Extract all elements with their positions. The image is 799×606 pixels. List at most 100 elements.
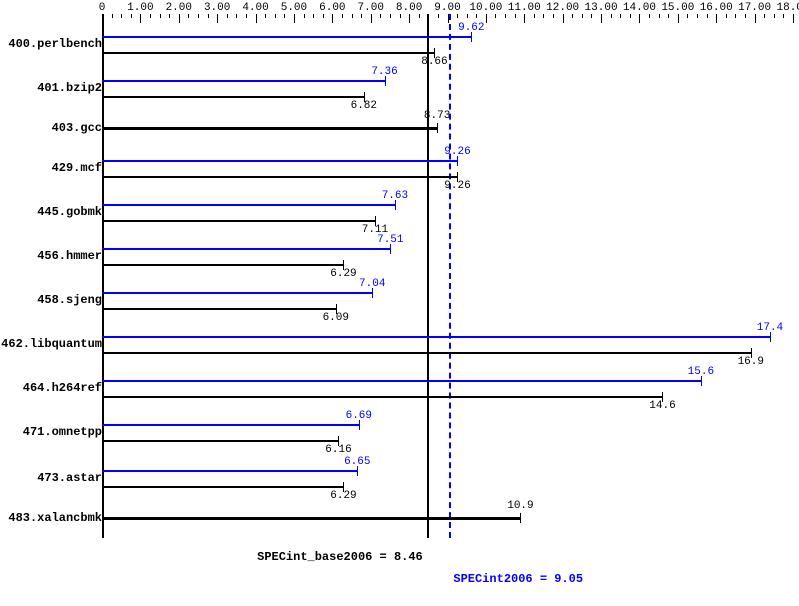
bar-cap — [520, 513, 521, 523]
axis-tick-minor — [630, 14, 631, 18]
mean-base-line — [427, 14, 429, 538]
axis-tick-minor — [534, 14, 535, 18]
bar-peak — [102, 36, 471, 38]
axis-tick-major — [639, 14, 640, 23]
axis-tick-minor — [361, 14, 362, 18]
value-peak: 7.51 — [377, 234, 403, 246]
axis-tick-minor — [419, 14, 420, 18]
axis-tick-minor — [620, 14, 621, 18]
axis-tick-label: 6.00 — [319, 2, 345, 14]
axis-tick-major — [524, 14, 525, 23]
axis-tick-minor — [150, 14, 151, 18]
axis-tick-minor — [352, 14, 353, 18]
value-base: 8.66 — [421, 56, 447, 68]
axis-tick-minor — [160, 14, 161, 18]
axis-tick-label: 3.00 — [204, 2, 230, 14]
bar-cap — [437, 123, 438, 133]
axis-tick-minor — [323, 14, 324, 18]
bar-single — [102, 127, 437, 130]
bar-base — [102, 352, 751, 354]
axis-tick-label: 4.00 — [242, 2, 268, 14]
y-axis-line — [102, 14, 104, 538]
value-label: 8.73 — [424, 110, 450, 122]
value-base: 6.09 — [323, 312, 349, 324]
axis-tick-major — [486, 14, 487, 23]
axis-tick-minor — [438, 14, 439, 18]
bar-peak — [102, 470, 357, 472]
bench-label: 400.perlbench — [8, 37, 102, 51]
value-base: 6.29 — [330, 268, 356, 280]
axis-tick-minor — [121, 14, 122, 18]
axis-tick-minor — [495, 14, 496, 18]
bar-peak — [102, 336, 770, 338]
axis-tick-minor — [783, 14, 784, 18]
axis-tick-label: 7.00 — [358, 2, 384, 14]
axis-tick-label: 17.00 — [738, 2, 771, 14]
axis-tick-minor — [553, 14, 554, 18]
bench-label: 429.mcf — [52, 161, 102, 175]
value-peak: 6.69 — [346, 410, 372, 422]
axis-tick-major — [256, 14, 257, 23]
axis-tick-label: 10.00 — [469, 2, 502, 14]
bar-peak — [102, 292, 372, 294]
bar-base — [102, 96, 364, 98]
mean-peak-label: SPECint2006 = 9.05 — [453, 572, 583, 586]
axis-tick-minor — [697, 14, 698, 18]
value-peak: 6.65 — [344, 456, 370, 468]
axis-tick-major — [409, 14, 410, 23]
axis-tick-label: 15.00 — [661, 2, 694, 14]
axis-tick-minor — [764, 14, 765, 18]
axis-tick-label: 5.00 — [281, 2, 307, 14]
axis-tick-minor — [284, 14, 285, 18]
axis-tick-minor — [687, 14, 688, 18]
value-base: 14.6 — [649, 400, 675, 412]
axis-tick-major — [716, 14, 717, 23]
axis-tick-minor — [400, 14, 401, 18]
bar-base — [102, 486, 343, 488]
value-peak: 9.26 — [444, 146, 470, 158]
axis-tick-minor — [476, 14, 477, 18]
axis-tick-minor — [745, 14, 746, 18]
axis-tick-minor — [649, 14, 650, 18]
bar-base — [102, 440, 338, 442]
axis-tick-minor — [313, 14, 314, 18]
axis-tick-major — [755, 14, 756, 23]
axis-tick-label: 11.00 — [508, 2, 541, 14]
axis-tick-minor — [659, 14, 660, 18]
value-base: 6.29 — [330, 490, 356, 502]
axis-tick-minor — [112, 14, 113, 18]
value-peak: 15.6 — [688, 366, 714, 378]
axis-tick-major — [179, 14, 180, 23]
axis-tick-minor — [131, 14, 132, 18]
axis-tick-minor — [265, 14, 266, 18]
axis-tick-minor — [236, 14, 237, 18]
bar-peak — [102, 160, 457, 162]
specint-chart: 01.002.003.004.005.006.007.008.009.0010.… — [0, 0, 799, 606]
axis-tick-minor — [582, 14, 583, 18]
axis-tick-minor — [774, 14, 775, 18]
axis-tick-label: 12.00 — [546, 2, 579, 14]
axis-tick-minor — [208, 14, 209, 18]
bench-label: 403.gcc — [52, 121, 102, 135]
axis-tick-minor — [543, 14, 544, 18]
axis-tick-minor — [735, 14, 736, 18]
bench-label: 471.omnetpp — [23, 425, 102, 439]
value-peak: 17.4 — [757, 322, 783, 334]
bar-base — [102, 308, 336, 310]
axis-tick-label: 1.00 — [127, 2, 153, 14]
axis-tick-label: 8.00 — [396, 2, 422, 14]
axis-tick-label: 14.00 — [623, 2, 656, 14]
axis-tick-minor — [707, 14, 708, 18]
bench-label: 458.sjeng — [37, 293, 102, 307]
axis-tick-minor — [611, 14, 612, 18]
bench-label: 456.hmmer — [37, 249, 102, 263]
value-peak: 7.04 — [359, 278, 385, 290]
axis-tick-minor — [505, 14, 506, 18]
axis-tick-minor — [668, 14, 669, 18]
bench-label: 483.xalancbmk — [8, 511, 102, 525]
value-base: 6.16 — [325, 444, 351, 456]
axis-tick-minor — [380, 14, 381, 18]
axis-tick-label: 0 — [99, 2, 106, 14]
bar-peak — [102, 80, 385, 82]
axis-tick-major — [140, 14, 141, 23]
